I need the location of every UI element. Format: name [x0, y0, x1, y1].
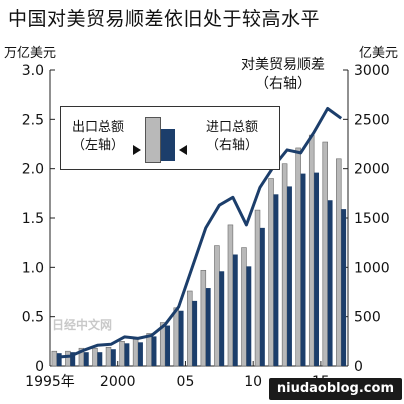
- legend-export: 出口总额 （左轴）: [67, 119, 129, 155]
- import-bar: [327, 200, 333, 366]
- x-tick-label: 10: [244, 374, 262, 390]
- surplus-annotation-axis: （右轴）: [255, 76, 311, 92]
- import-bar: [56, 353, 62, 366]
- legend-arrow-right-icon: [179, 145, 187, 155]
- right-tick-label: 1500: [354, 211, 390, 227]
- left-tick-label: 1.5: [22, 211, 44, 227]
- export-bar: [254, 209, 261, 367]
- import-bar: [259, 227, 265, 366]
- export-bar: [146, 333, 152, 367]
- export-bar: [187, 290, 193, 367]
- watermark: niudaoblog.com: [268, 378, 402, 400]
- export-bar: [51, 350, 58, 367]
- import-bar: [83, 352, 89, 366]
- left-tick-label: 3.0: [22, 63, 44, 79]
- surplus-annotation: 对美贸易顺差 （右轴）: [228, 56, 338, 94]
- import-bar: [110, 349, 116, 366]
- right-tick-label: 500: [354, 310, 381, 326]
- import-bar: [341, 209, 347, 366]
- export-bar: [281, 163, 288, 367]
- export-bar: [119, 341, 125, 367]
- right-axis-unit: 亿美元: [358, 46, 398, 61]
- right-tick-label: 2500: [354, 112, 390, 128]
- right-tick-label: 0: [354, 359, 363, 375]
- export-bar: [132, 339, 139, 367]
- export-bar: [159, 322, 166, 367]
- import-bar: [178, 310, 184, 366]
- right-tick-label: 2000: [354, 162, 390, 178]
- left-tick-label: 0.5: [22, 310, 44, 326]
- import-bar: [97, 352, 103, 366]
- import-bar: [165, 325, 171, 366]
- export-bar: [241, 247, 247, 367]
- export-bar: [105, 346, 112, 367]
- import-bar: [287, 186, 292, 366]
- legend-import: 进口总额 （右轴）: [193, 119, 271, 155]
- legend-export-name: 出口总额: [71, 120, 124, 135]
- import-bar: [70, 352, 76, 366]
- export-bar: [65, 350, 71, 367]
- export-bar: [308, 134, 315, 367]
- legend: 出口总额 （左轴） 进口总额 （右轴）: [60, 106, 280, 170]
- legend-arrow-left-icon: [133, 145, 141, 155]
- import-bar: [246, 266, 252, 366]
- export-bar: [268, 178, 274, 367]
- export-bar: [92, 347, 98, 367]
- export-bar: [200, 269, 207, 367]
- import-bar: [300, 173, 306, 366]
- left-tick-label: 1.0: [22, 260, 44, 276]
- x-tick-label: 2000: [100, 374, 136, 390]
- surplus-annotation-name: 对美贸易顺差: [241, 57, 325, 73]
- import-bar: [314, 172, 320, 366]
- left-tick-label: 0: [35, 359, 44, 375]
- import-bar: [124, 343, 130, 366]
- chart-title: 中国对美贸易顺差依旧处于较高水平: [8, 8, 321, 30]
- export-bar: [173, 307, 179, 367]
- left-tick-label: 2.5: [22, 112, 44, 128]
- export-bar: [214, 245, 220, 367]
- export-bar: [295, 147, 301, 367]
- import-bar: [151, 336, 157, 366]
- legend-import-swatch: [161, 129, 175, 161]
- import-bar: [138, 342, 143, 366]
- import-bar: [219, 271, 225, 366]
- x-tick-label: 1995年: [25, 374, 75, 390]
- import-bar: [273, 194, 279, 366]
- left-tick-label: 2.0: [22, 162, 44, 178]
- legend-export-axis: （左轴）: [71, 138, 124, 153]
- export-bar: [227, 224, 234, 367]
- export-bar: [336, 158, 342, 367]
- legend-import-axis: （右轴）: [205, 138, 258, 153]
- source-mark: 日经中文网: [52, 318, 113, 332]
- import-bar: [205, 288, 211, 366]
- x-tick-label: 05: [177, 374, 195, 390]
- import-bar: [232, 254, 238, 366]
- import-bar: [192, 300, 198, 366]
- export-bar: [322, 141, 328, 367]
- legend-import-name: 进口总额: [205, 120, 258, 135]
- surplus-line: [56, 106, 343, 359]
- right-tick-label: 3000: [354, 63, 390, 79]
- legend-export-swatch: [145, 117, 161, 163]
- right-tick-label: 1000: [354, 260, 390, 276]
- left-axis-unit: 万亿美元: [4, 46, 57, 61]
